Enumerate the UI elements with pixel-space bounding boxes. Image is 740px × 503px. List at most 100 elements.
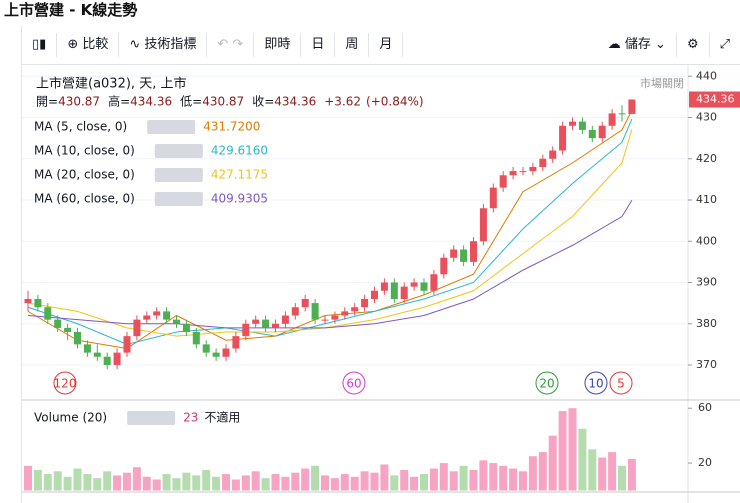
- volume-bar: [251, 471, 260, 491]
- candle-body: [390, 282, 398, 299]
- candle-body: [232, 336, 240, 349]
- volume-bar: [459, 465, 468, 491]
- volume-bar: [390, 475, 399, 491]
- volume-bar: [182, 472, 191, 491]
- candle-body: [598, 125, 606, 139]
- y-tick-label: 420: [696, 152, 717, 165]
- volume-bar: [33, 469, 42, 491]
- header-label: 高=: [108, 94, 130, 109]
- volume-tick-label: 60: [698, 401, 712, 414]
- candle-body: [242, 323, 250, 337]
- candle-body: [212, 352, 220, 357]
- y-tick-label: 410: [696, 193, 717, 206]
- period-marker: [535, 371, 559, 395]
- header-change-pct: (+0.84%): [366, 95, 424, 109]
- left-toolbar: [0, 26, 22, 503]
- volume-bar: [83, 474, 92, 491]
- indicators-button[interactable]: ∿ 技術指標: [119, 33, 208, 57]
- candle-body: [24, 299, 32, 304]
- volume-bar: [291, 472, 300, 491]
- fullscreen-button[interactable]: ⤢: [719, 37, 730, 52]
- volume-bar: [489, 463, 498, 491]
- compare-button[interactable]: ⊕ 比較: [57, 33, 120, 57]
- volume-bar: [410, 476, 419, 491]
- header-label: 開=: [36, 95, 58, 109]
- candle-type-button[interactable]: ▯▮: [22, 33, 58, 57]
- legend-name: MA (60, close, 0): [34, 192, 135, 206]
- candle-body: [321, 319, 329, 321]
- candle-body: [113, 352, 121, 365]
- volume-bar: [449, 471, 458, 491]
- period-marker-label: 10: [588, 377, 603, 391]
- candle-body: [143, 315, 151, 320]
- candle-body: [83, 344, 91, 353]
- candle-body: [371, 290, 378, 299]
- undo-redo[interactable]: ↶ ↷: [207, 33, 255, 57]
- y-tick-label: 400: [696, 234, 717, 247]
- day-button[interactable]: 日: [301, 33, 336, 57]
- period-marker-label: 5: [617, 377, 625, 391]
- volume-bar: [212, 476, 221, 491]
- volume-bar: [132, 467, 141, 491]
- candle-body: [281, 315, 289, 324]
- week-button[interactable]: 周: [335, 33, 370, 57]
- volume-bar: [93, 478, 102, 491]
- volume-bar: [370, 472, 379, 491]
- settings-button[interactable]: ⚙: [677, 33, 710, 57]
- legend-icons: [154, 192, 203, 206]
- volume-bar: [142, 476, 151, 491]
- volume-bar: [301, 468, 310, 491]
- candle-body: [380, 282, 388, 291]
- volume-bar: [103, 471, 112, 491]
- volume-bar: [400, 469, 409, 491]
- volume-bar: [231, 479, 240, 491]
- volume-bar: [311, 465, 320, 491]
- volume-bar: [172, 478, 181, 491]
- candle-body: [192, 332, 200, 345]
- volume-bar: [538, 452, 547, 491]
- candle-body: [272, 323, 279, 328]
- candle-body: [499, 175, 507, 188]
- volume-last: 23: [183, 411, 198, 425]
- save-button[interactable]: ☁ 儲存 ⌄: [598, 33, 677, 57]
- y-tick-label: 430: [696, 111, 717, 124]
- candle-body: [479, 208, 487, 242]
- header-label: 收=: [252, 95, 274, 109]
- candle-body: [54, 319, 62, 328]
- candle-body: [470, 241, 477, 262]
- volume-bar: [429, 468, 438, 491]
- legend-name: MA (10, close, 0): [34, 144, 135, 158]
- volume-bar: [261, 478, 270, 491]
- volume-tick-label: 20: [698, 456, 712, 469]
- volume-bar: [123, 472, 131, 491]
- candle-body: [608, 113, 616, 126]
- volume-bar: [380, 464, 389, 491]
- volume-bar: [627, 458, 636, 491]
- candle-body: [262, 319, 270, 328]
- header-value: 434.36: [130, 95, 172, 109]
- ma-line: [27, 200, 633, 329]
- candle-body: [311, 303, 319, 320]
- candle-body: [549, 150, 557, 159]
- window-title: 上市營建 - K線走勢: [4, 1, 138, 19]
- volume-bar: [330, 478, 339, 491]
- volume-bar: [340, 474, 349, 491]
- header-value: 430.87: [202, 95, 244, 109]
- candle-body: [182, 323, 190, 332]
- volume-bar: [558, 410, 567, 491]
- volume-bar: [73, 468, 82, 491]
- volume-bar: [43, 474, 52, 491]
- volume-bar: [469, 469, 478, 491]
- candle-body: [291, 307, 299, 316]
- realtime-button[interactable]: 即時: [254, 33, 302, 57]
- volume-bar: [281, 476, 290, 491]
- candle-body: [351, 307, 359, 312]
- candle-body: [529, 167, 537, 172]
- candle-body: [400, 286, 408, 299]
- legend-name: MA (20, close, 0): [34, 168, 135, 182]
- header-change: +3.62: [324, 95, 361, 109]
- volume-bar: [528, 456, 537, 491]
- candle-body: [519, 171, 527, 173]
- candle-body: [93, 352, 101, 357]
- month-button[interactable]: 月: [369, 33, 404, 57]
